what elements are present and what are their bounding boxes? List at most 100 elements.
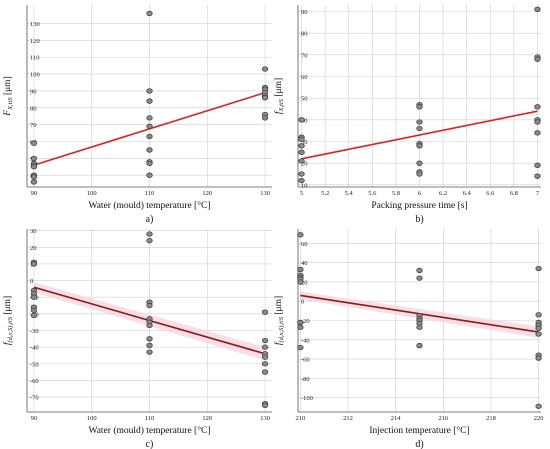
data-point [261, 115, 269, 121]
regression-line [301, 110, 538, 160]
y-tick-label: 20 [301, 161, 308, 168]
y-tick-label: 120 [30, 38, 40, 45]
data-point [535, 331, 542, 337]
data-point [298, 117, 305, 123]
data-point [146, 349, 153, 355]
data-point [535, 355, 542, 361]
x-tick-label: 5.6 [368, 190, 377, 197]
data-point [146, 322, 153, 329]
data-point [146, 160, 153, 167]
y-tick-label: 20 [301, 279, 308, 286]
data-point [146, 172, 153, 178]
data-point [534, 104, 541, 110]
data-point [534, 162, 541, 168]
data-point [30, 261, 38, 267]
y-tick-label: -40 [301, 337, 310, 344]
data-point [535, 403, 542, 409]
y-tick-label: 60 [301, 74, 308, 81]
data-point [297, 319, 304, 326]
data-point [30, 179, 38, 185]
panel-label: c) [146, 439, 154, 449]
x-axis-label: Water (mould) temperature [°C] [89, 425, 211, 436]
y-tick-label: 20 [30, 245, 37, 252]
y-axis-label: f(d,x,S),tiS [μm] [2, 296, 14, 345]
data-point [30, 155, 38, 162]
y-tick-label: 60 [301, 241, 308, 248]
x-tick-label: 214 [391, 415, 402, 422]
x-tick-label: 216 [438, 415, 449, 422]
y-tick-label: -100 [301, 395, 313, 402]
x-tick-label: 90 [31, 415, 38, 422]
data-point [30, 174, 38, 180]
x-tick-label: 5.8 [392, 190, 400, 197]
data-point [534, 6, 541, 12]
y-axis-label: fX,tiS [μm] [273, 78, 285, 114]
data-point [297, 279, 304, 285]
x-tick-label: 110 [145, 190, 155, 197]
data-point [298, 143, 305, 149]
x-tick-label: 5.4 [345, 190, 354, 197]
x-axis-label: Injection temperature [°C] [369, 425, 469, 436]
panel-a: 90100110120130405060708090100110120130Wa… [3, 5, 272, 225]
data-point [298, 171, 305, 177]
x-tick-label: 120 [202, 415, 212, 422]
x-tick-label: 5 [300, 190, 303, 197]
data-point [416, 324, 423, 330]
y-tick-label: 30 [301, 139, 308, 146]
data-point [146, 336, 153, 342]
y-tick-label: -30 [30, 328, 39, 335]
data-point [298, 158, 305, 164]
panel-label: b) [415, 214, 423, 225]
data-point [534, 173, 541, 179]
x-tick-label: 6 [418, 190, 422, 197]
data-point [261, 337, 269, 344]
data-point [535, 325, 542, 331]
y-tick-label: 90 [30, 88, 37, 95]
y-tick-label: -80 [301, 376, 310, 383]
y-tick-label: 30 [30, 228, 37, 235]
data-point [146, 342, 153, 349]
data-point [416, 119, 423, 125]
data-point [416, 171, 423, 177]
y-tick-label: 90 [301, 9, 308, 16]
y-tick-label: -20 [301, 318, 310, 325]
data-point [534, 56, 541, 62]
data-point [535, 312, 542, 318]
data-point [297, 266, 304, 273]
x-tick-label: 5.2 [321, 190, 329, 197]
data-point [534, 130, 541, 136]
data-point [261, 369, 269, 375]
data-point [416, 160, 423, 166]
x-tick-label: 6.2 [439, 190, 447, 197]
y-tick-label: -60 [30, 378, 39, 385]
data-point [261, 361, 269, 367]
x-tick-label: 6.4 [463, 190, 472, 197]
data-point [146, 123, 153, 129]
panel-c: 90100110120130-70-60-50-40-30-20-1001020… [2, 228, 272, 449]
x-tick-label: 90 [31, 190, 38, 197]
data-point [146, 98, 153, 104]
y-tick-label: 40 [301, 260, 308, 267]
panel-label: a) [146, 214, 154, 225]
data-point [261, 66, 269, 72]
data-point [416, 275, 423, 281]
x-tick-label: 100 [87, 415, 97, 422]
x-tick-label: 218 [486, 415, 496, 422]
y-tick-label: 130 [30, 21, 40, 28]
data-point [298, 149, 305, 155]
x-axis-label: Packing pressure time [s] [371, 201, 467, 211]
y-tick-label: -40 [30, 345, 39, 352]
x-axis-label: Water (mould) temperature [°C] [89, 200, 211, 211]
y-axis-label: f(d,x,S),tiS [μm] [273, 296, 285, 345]
data-point [416, 125, 423, 132]
data-point [297, 232, 304, 238]
y-tick-label: 80 [301, 31, 308, 38]
x-tick-label: 212 [343, 415, 353, 422]
data-point [146, 133, 153, 140]
data-point [146, 231, 153, 237]
data-point [146, 88, 153, 94]
data-point [261, 402, 269, 408]
data-point [416, 342, 423, 349]
x-tick-label: 100 [87, 190, 97, 197]
